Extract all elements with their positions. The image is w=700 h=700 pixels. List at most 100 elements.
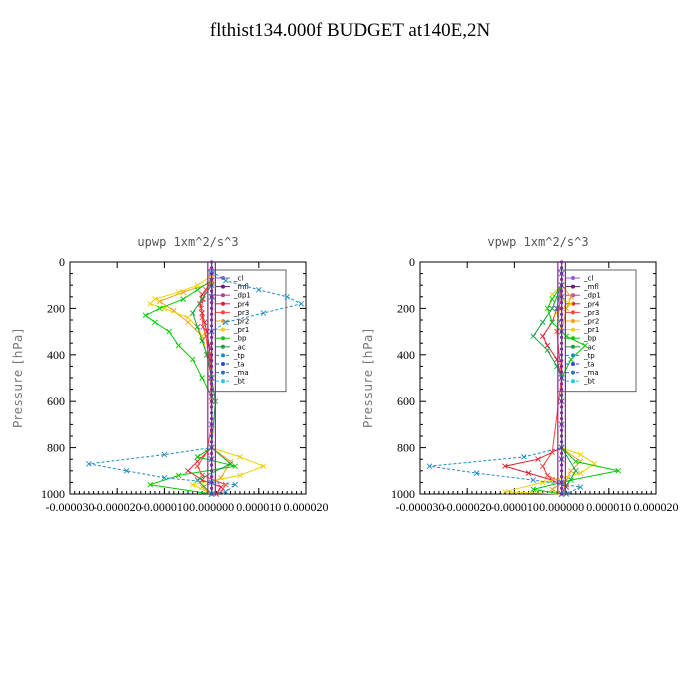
y-tick-label: 200 [397,301,415,315]
legend-marker-cl [571,276,575,280]
zero-line-marker [560,266,564,270]
series-marker-pr3 [218,488,224,495]
series-marker-bp [199,375,205,381]
legend-marker-tp [221,353,225,358]
legend-label-pr1: _pr1 [583,326,599,334]
zero-line-marker [560,405,564,409]
series-marker-pr4 [535,456,541,463]
series-marker-pr2 [180,289,187,295]
zero-line-marker [210,422,214,426]
series-marker-ac [554,363,560,370]
series-marker-tp [222,277,229,284]
legend-label-pr4: _pr4 [583,300,600,308]
legend-label-pr2: _pr2 [233,318,249,326]
zero-line-marker [560,359,564,363]
legend-label-bt: _bt [583,378,595,386]
series-marker-pr3 [549,449,555,456]
series-marker-pr1 [577,451,584,458]
series-marker-ac [204,351,210,358]
zero-line-marker [210,480,214,484]
series-marker-ac [572,467,579,474]
series-marker-tp [298,300,305,307]
series-marker-pr1 [502,488,508,495]
x-tick-label: 0.000020 [634,500,679,514]
series-marker-pr3 [194,463,201,469]
legend-label-ta: _ta [583,361,595,369]
legend-label-pr2: _pr2 [583,318,599,326]
y-tick-label: 0 [409,255,415,269]
legend-label-mfl: _mfl [233,283,249,291]
series-marker-bp [152,319,158,326]
zero-line-marker [210,277,214,281]
series-marker-pr4 [502,463,508,469]
zero-line-marker [210,272,214,276]
series-line-pr2 [551,284,582,495]
series-marker-pr2 [156,298,163,305]
zero-line-marker [560,492,564,496]
zero-line-marker [560,434,564,438]
zero-line-marker [210,260,214,264]
y-tick-label: 200 [47,301,65,315]
series-marker-pr4 [554,356,560,363]
zero-line-marker [210,289,214,293]
series-marker-ac [539,319,546,326]
zero-line-marker [560,393,564,397]
zero-line-marker [560,353,564,357]
legend-label-ma: _ma [233,369,249,377]
legend-marker-pr1 [221,327,225,332]
y-tick-label: 1000 [41,487,65,501]
series-marker-bp [568,356,574,363]
zero-line-marker [210,347,214,351]
legend-label-ma: _ma [583,369,599,377]
legend-label-ta: _ta [233,361,245,369]
series-marker-tp [260,310,267,316]
series-marker-bp [147,481,154,488]
series-marker-ac [194,324,201,330]
series-marker-pr2 [227,458,234,465]
legend-marker-ma [571,370,575,375]
series-marker-tp [222,488,229,495]
series-marker-pr3 [204,449,210,456]
series-marker-ac [189,310,196,316]
zero-line-marker [210,335,214,339]
x-tick-label: 0.000010 [236,500,281,514]
x-tick-label: 0.000020 [284,500,329,514]
zero-line-marker [560,330,564,334]
chart-panel-1: upwp 1xm^2/s^3 Pressure [hPa] 0 200 400 600 80… [11,235,329,514]
zero-line-marker [210,341,214,345]
series-marker-tp [554,305,560,312]
legend-label-bp: _bp [583,335,597,343]
series-marker-pr4 [544,342,551,349]
series-marker-bp [180,296,187,302]
series-marker-tp [86,461,92,467]
x-tick-label: -0.000010 [140,500,189,514]
legend-marker-bp [221,336,225,341]
series-marker-tp [222,319,229,326]
series-marker-bp [615,467,622,474]
series-marker-pr1 [260,463,267,469]
zero-line-marker [560,335,564,339]
zero-line-marker [210,417,214,421]
y-axis-label: Pressure [hPa] [361,328,375,428]
zero-line-marker [210,457,214,461]
series-marker-tp [473,470,480,476]
zero-line-marker [210,266,214,270]
series-marker-pr2 [568,293,574,300]
legend-label-bp: _bp [233,335,247,343]
zero-line-marker [560,480,564,484]
series-marker-tp [284,293,290,300]
zero-line-marker [210,359,214,363]
zero-line-marker [210,301,214,305]
series-marker-tp [161,451,168,458]
series-marker-bp [175,342,182,349]
zero-line-marker [210,469,214,473]
series-line-pr1 [149,275,265,495]
zero-line-marker [560,272,564,276]
series-marker-ac [199,296,205,302]
y-tick-label: 800 [397,441,415,455]
y-tick-label: 1000 [391,487,415,501]
zero-line-marker [560,446,564,450]
zero-line-marker [560,289,564,293]
x-tick-label: -0.000030 [396,500,445,514]
x-tick-label: -0.000020 [443,500,492,514]
